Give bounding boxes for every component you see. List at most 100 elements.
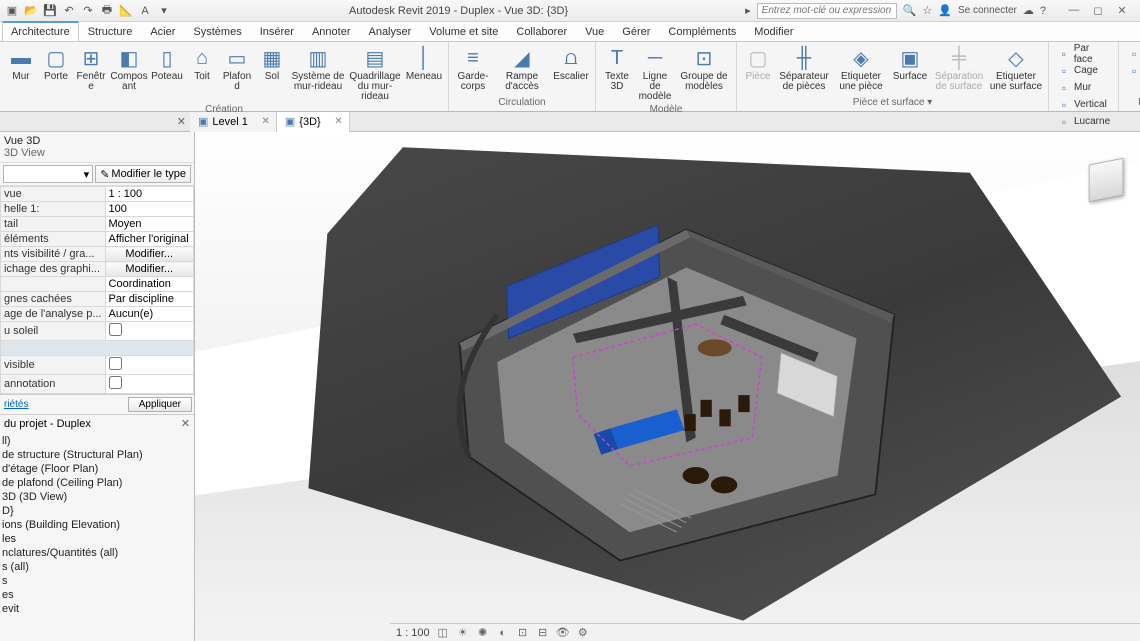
ribbon-tab-volume et site[interactable]: Volume et site xyxy=(420,22,507,41)
ribbon-tab-gérer[interactable]: Gérer xyxy=(613,22,659,41)
ribbon-button[interactable]: ▦Sol xyxy=(255,44,289,84)
ribbon-button[interactable]: ▬Mur xyxy=(4,44,38,84)
tree-item[interactable]: evit xyxy=(2,602,192,616)
more-icon[interactable]: ▾ xyxy=(156,3,172,19)
ribbon-tab-annoter[interactable]: Annoter xyxy=(303,22,360,41)
open-icon[interactable]: 📂 xyxy=(23,3,39,19)
status-sun-icon[interactable]: ✺ xyxy=(476,626,490,640)
close-icon[interactable]: ✕ xyxy=(262,116,270,127)
tree-item[interactable]: ions (Building Elevation) xyxy=(2,518,192,532)
property-edit-button[interactable]: Modifier... xyxy=(105,262,193,277)
ribbon-small-button[interactable]: ▫Lucarne xyxy=(1055,113,1112,130)
ribbon-button[interactable]: │Meneau xyxy=(404,44,444,84)
ribbon-button[interactable]: ▤Quadrillage du mur-rideau xyxy=(347,44,403,104)
ribbon-button[interactable]: ▢Porte xyxy=(39,44,73,84)
tree-item[interactable]: ll) xyxy=(2,434,192,448)
tree-item[interactable]: D} xyxy=(2,504,192,518)
property-value[interactable]: 100 xyxy=(105,202,193,217)
ribbon-tab-insérer[interactable]: Insérer xyxy=(251,22,303,41)
tree-item[interactable]: es xyxy=(2,588,192,602)
ribbon-tab-compléments[interactable]: Compléments xyxy=(659,22,745,41)
ribbon-button[interactable]: ╫Séparateur de pièces xyxy=(776,44,832,94)
ribbon-tab-architecture[interactable]: Architecture xyxy=(2,21,79,41)
save-icon[interactable]: 💾 xyxy=(42,3,58,19)
tree-item[interactable]: les xyxy=(2,532,192,546)
apply-button[interactable]: Appliquer xyxy=(128,397,192,412)
type-combo[interactable]: ▾ xyxy=(3,165,93,183)
window-close[interactable]: ✕ xyxy=(1110,4,1134,17)
ribbon-button[interactable]: ⌂Toit xyxy=(185,44,219,84)
help-icon[interactable]: ? xyxy=(1040,5,1046,17)
tree-item[interactable]: de structure (Structural Plan) xyxy=(2,448,192,462)
tree-item[interactable]: s xyxy=(2,574,192,588)
ribbon-button[interactable]: ▯Poteau xyxy=(150,44,184,84)
property-value[interactable]: 1 : 100 xyxy=(105,187,193,202)
property-checkbox[interactable] xyxy=(109,323,122,336)
property-value[interactable]: Aucun(e) xyxy=(105,307,193,322)
project-browser-tree[interactable]: ll)de structure (Structural Plan)d'étage… xyxy=(0,432,194,618)
property-edit-button[interactable]: Modifier... xyxy=(105,247,193,262)
viewport-3d[interactable]: 1 : 100 ◫ ☀ ✺ ◐ ⊡ ⊟ 👁 ⚙ xyxy=(195,132,1140,641)
text-icon[interactable]: A xyxy=(137,3,153,19)
view-cube[interactable] xyxy=(1080,160,1132,212)
ribbon-button[interactable]: ▣Surface xyxy=(890,44,930,84)
undo-icon[interactable]: ↶ xyxy=(61,3,77,19)
status-visual-icon[interactable]: ☀ xyxy=(456,626,470,640)
status-reveal-icon[interactable]: ⚙ xyxy=(576,626,590,640)
property-value[interactable]: Afficher l'original xyxy=(105,232,193,247)
print-icon[interactable]: 🖶 xyxy=(99,3,115,19)
status-shadow-icon[interactable]: ◐ xyxy=(496,626,510,640)
ribbon-button[interactable]: ▭Plafond xyxy=(220,44,254,94)
ribbon-button[interactable]: ⊡Groupe de modèles xyxy=(676,44,732,94)
document-tab[interactable]: ▣{3D}✕ xyxy=(277,112,350,132)
properties-help-link[interactable]: riétés xyxy=(2,397,128,412)
ribbon-button[interactable]: ⩍Escalier xyxy=(551,44,591,84)
property-checkbox[interactable] xyxy=(109,357,122,370)
ribbon-tab-vue[interactable]: Vue xyxy=(576,22,613,41)
tree-item[interactable]: de plafond (Ceiling Plan) xyxy=(2,476,192,490)
ribbon-button[interactable]: ⊞Fenêtre xyxy=(74,44,108,94)
ribbon-small-button[interactable]: ▫Par face xyxy=(1055,45,1112,62)
ribbon-button[interactable]: ◈Etiqueter une pièce xyxy=(833,44,889,94)
browser-close-icon[interactable]: ✕ xyxy=(181,417,190,430)
ribbon-tab-analyser[interactable]: Analyser xyxy=(359,22,420,41)
search-icon[interactable]: 🔍 xyxy=(903,4,917,17)
ribbon-tab-modifier[interactable]: Modifier xyxy=(745,22,802,41)
star-icon[interactable]: ☆ xyxy=(922,4,932,17)
search-input[interactable] xyxy=(757,3,897,19)
redo-icon[interactable]: ↷ xyxy=(80,3,96,19)
measure-icon[interactable]: 📐 xyxy=(118,3,134,19)
ribbon-button[interactable]: ◧Composant xyxy=(109,44,149,94)
ribbon-button[interactable]: ◇Etiqueter une surface xyxy=(988,44,1044,94)
ribbon-tab-systèmes[interactable]: Systèmes xyxy=(184,22,250,41)
user-icon[interactable]: 👤 xyxy=(938,4,952,17)
close-icon[interactable]: ✕ xyxy=(334,116,342,127)
status-scale[interactable]: 1 : 100 xyxy=(396,627,430,639)
ribbon-button[interactable]: ≡Garde-corps xyxy=(453,44,493,94)
ribbon-button[interactable]: TTexte 3D xyxy=(600,44,634,94)
ribbon-tab-collaborer[interactable]: Collaborer xyxy=(507,22,576,41)
tree-item[interactable]: s (all) xyxy=(2,560,192,574)
tree-item[interactable]: 3D (3D View) xyxy=(2,490,192,504)
properties-panel-close[interactable]: ✕ xyxy=(0,115,190,128)
status-crop-icon[interactable]: ⊡ xyxy=(516,626,530,640)
ribbon-small-button[interactable]: ▫Cage xyxy=(1055,62,1112,79)
ribbon-tab-acier[interactable]: Acier xyxy=(141,22,184,41)
document-tab[interactable]: ▣Level 1✕ xyxy=(190,112,277,132)
ribbon-tab-structure[interactable]: Structure xyxy=(79,22,142,41)
status-clip-icon[interactable]: ⊟ xyxy=(536,626,550,640)
exchange-icon[interactable]: ☁ xyxy=(1023,4,1034,17)
property-checkbox[interactable] xyxy=(109,376,122,389)
property-value[interactable]: Moyen xyxy=(105,217,193,232)
ribbon-button[interactable]: ─Ligne de modèle xyxy=(635,44,675,104)
ribbon-button[interactable]: ▥Système de mur-rideau xyxy=(290,44,346,94)
status-detail-icon[interactable]: ◫ xyxy=(436,626,450,640)
ribbon-small-button[interactable]: ▫Vertical xyxy=(1055,96,1112,113)
info-icon[interactable]: ▸ xyxy=(745,4,751,17)
property-value[interactable]: Par discipline xyxy=(105,292,193,307)
tree-item[interactable]: d'étage (Floor Plan) xyxy=(2,462,192,476)
signin-link[interactable]: Se connecter xyxy=(958,5,1017,16)
window-maximize[interactable]: ◻ xyxy=(1086,4,1110,17)
ribbon-button[interactable]: ◢Rampe d'accès xyxy=(494,44,550,94)
status-hide-icon[interactable]: 👁 xyxy=(556,626,570,640)
